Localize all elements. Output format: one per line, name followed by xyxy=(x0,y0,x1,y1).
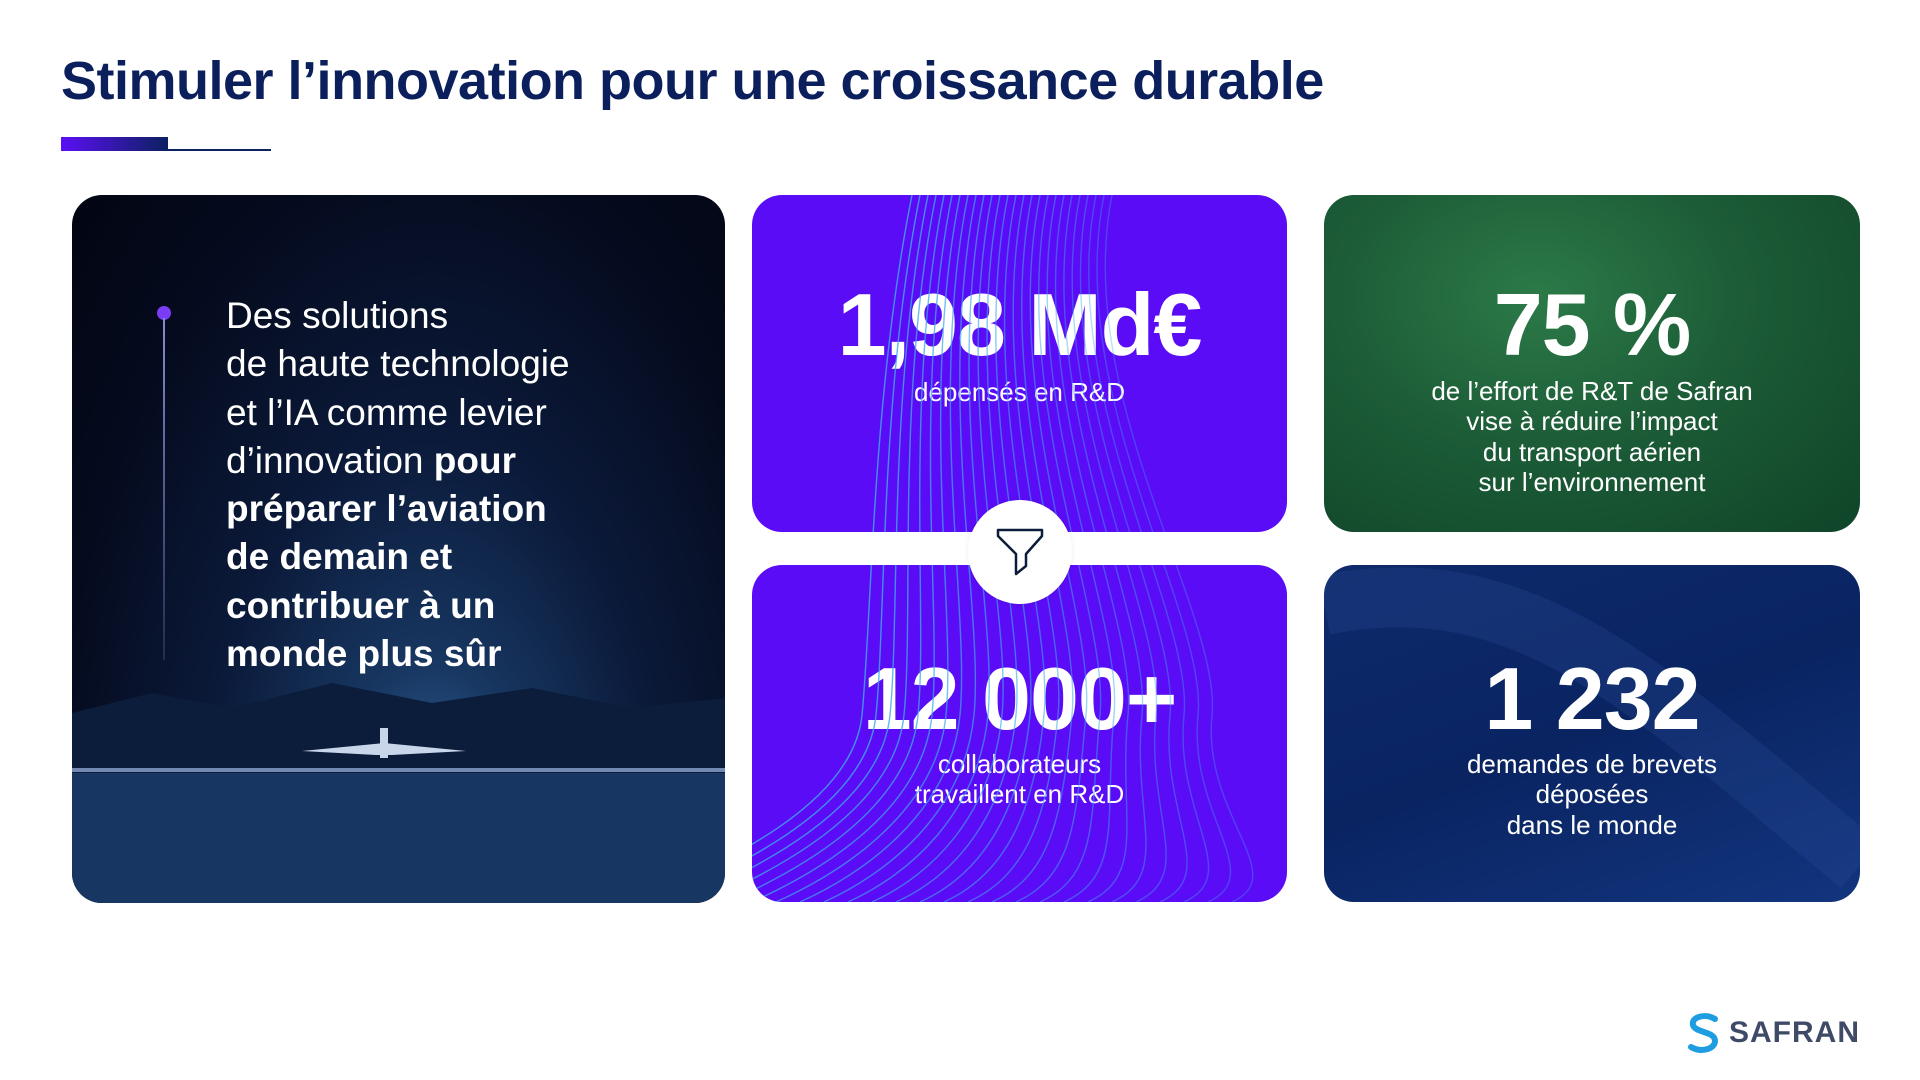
safran-logo: SAFRAN xyxy=(1687,1013,1860,1053)
stat-value: 75 % xyxy=(1493,275,1692,374)
stat-value: 1,98 Md€ xyxy=(837,275,1203,374)
innovation-text: Des solutions de haute technologie et l’… xyxy=(226,292,646,678)
text-span: d’innovation xyxy=(226,439,434,481)
patents-card: 1 232 demandes de brevets déposées dans … xyxy=(1324,565,1860,902)
rd-spending-card: 1,98 Md€ dépensés en R&D xyxy=(752,195,1287,532)
stat-label: sur l’environnement xyxy=(1478,467,1706,497)
text-bold: préparer l’aviation xyxy=(226,488,547,530)
title-underline xyxy=(168,149,271,151)
stat-label: du transport aérien xyxy=(1482,437,1702,467)
stat-label: dans le monde xyxy=(1506,810,1678,840)
rd-staff-card: 12 000+ collaborateurs travaillent en R&… xyxy=(752,565,1287,902)
stat-label: vise à réduire l’impact xyxy=(1466,406,1718,436)
text-bold: pour xyxy=(433,439,516,481)
funnel-icon xyxy=(996,528,1044,576)
bullet-dot xyxy=(157,306,171,320)
stat-label: de l’effort de R&T de Safran xyxy=(1431,376,1753,406)
title-accent-bar xyxy=(61,137,168,151)
stat-label: déposées xyxy=(1535,779,1649,809)
text-line-bold: monde plus sûr xyxy=(226,630,646,678)
stat-value: 1 232 xyxy=(1484,649,1700,748)
runway-landscape-image xyxy=(72,683,725,903)
text-line: et l’IA comme levier xyxy=(226,391,547,433)
text-line: d’innovation pour xyxy=(226,437,646,485)
stat-label: travaillent en R&D xyxy=(914,779,1125,809)
environment-card: 75 % de l’effort de R&T de Safran vise à… xyxy=(1324,195,1860,532)
page-title: Stimuler l’innovation pour une croissanc… xyxy=(61,51,1324,111)
text-line-bold: préparer l’aviation xyxy=(226,485,646,533)
safran-s-icon xyxy=(1688,1013,1719,1053)
text-line: Des solutions xyxy=(226,295,449,336)
text-bold: monde plus sûr xyxy=(226,633,502,675)
text-line-bold: de demain et xyxy=(226,533,646,581)
innovation-card xyxy=(72,195,725,903)
text-line-bold: contribuer à un xyxy=(226,582,646,630)
connector-badge xyxy=(968,500,1072,604)
stat-label: demandes de brevets xyxy=(1466,749,1718,779)
stat-label: collaborateurs xyxy=(937,749,1102,779)
text-line: de haute technologie xyxy=(226,343,570,385)
stat-value: 12 000+ xyxy=(862,649,1178,748)
stat-label: dépensés en R&D xyxy=(913,377,1126,407)
bullet-line xyxy=(163,318,165,660)
swoosh-decoration xyxy=(1324,567,1860,889)
text-bold: de demain et xyxy=(226,536,453,578)
logo-text: SAFRAN xyxy=(1729,1016,1860,1049)
text-bold: contribuer à un xyxy=(226,584,496,626)
